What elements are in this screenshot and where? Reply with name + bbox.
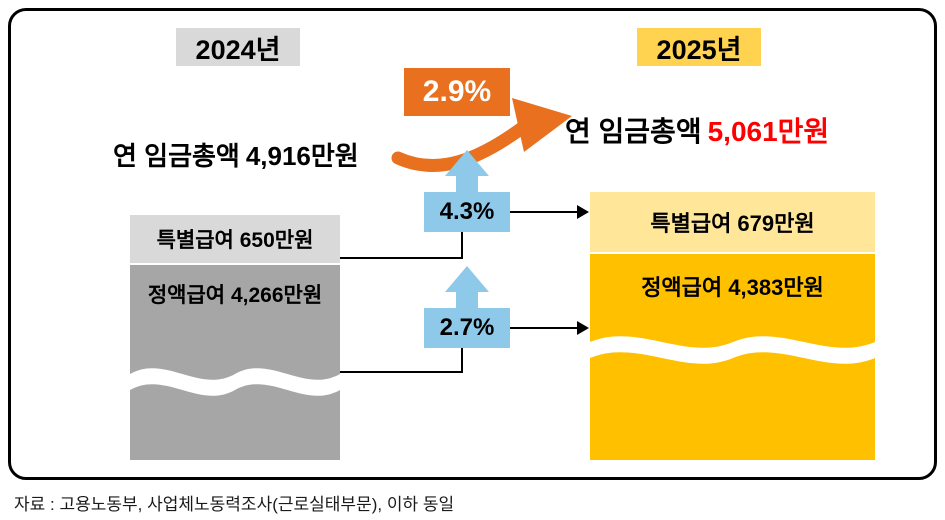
total-growth-badge: 2.9% [404,68,510,116]
special-pay-growth-badge: 4.3% [424,192,510,232]
total-wage-2024-value: 4,916만원 [245,141,359,171]
total-wage-2025-value: 5,061만원 [707,116,830,147]
source-note: 자료 : 고용노동부, 사업체노동력조사(근로실태부문), 이하 동일 [14,495,455,514]
bar-2025-special-pay: 특별급여 679만원 [590,192,875,254]
total-wage-2025: 연 임금총액 5,061만원 [565,110,829,150]
bar-2024-fixed-pay-label: 정액급여 4,266만원 [147,284,323,307]
bar-2025-fixed-pay: 정액급여 4,383만원 [590,254,875,460]
bar-2025-special-pay-label: 특별급여 679만원 [650,211,815,236]
total-wage-2024: 연 임금총액 4,916만원 [113,136,359,173]
year-label-2024: 2024년 [176,28,300,66]
total-wage-2024-label: 연 임금총액 [113,141,240,171]
bar-2024-fixed-pay: 정액급여 4,266만원 [130,265,340,460]
total-wage-2025-label: 연 임금총액 [565,116,702,147]
bar-2024-special-pay-label: 특별급여 650만원 [156,229,314,252]
year-label-2025: 2025년 [637,28,761,66]
bar-2025-fixed-pay-label: 정액급여 4,383만원 [641,275,824,300]
fixed-pay-growth-badge: 2.7% [424,308,510,348]
bar-2024-special-pay: 특별급여 650만원 [130,215,340,265]
